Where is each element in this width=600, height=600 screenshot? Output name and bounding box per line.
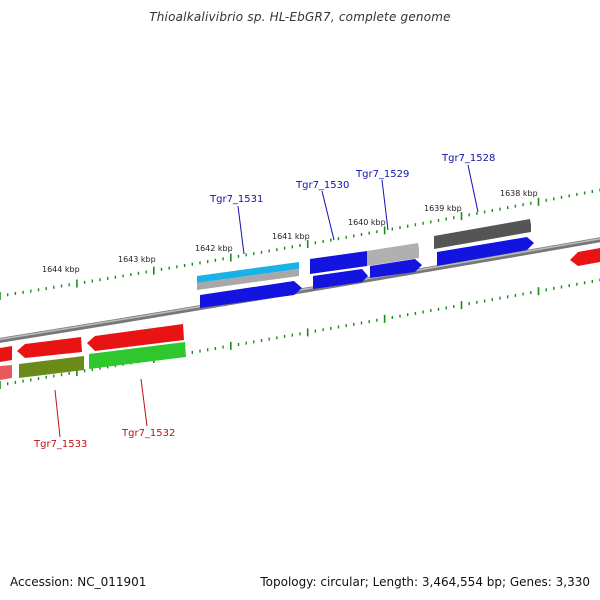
gene-tgr7-1530-cds[interactable]	[313, 269, 368, 289]
scale-label-1642: 1642 kbp	[195, 244, 233, 253]
gene-offscreen-right-red[interactable]	[570, 248, 600, 266]
genome-backbone	[0, 237, 600, 343]
gene-tgr7-1533-red[interactable]	[17, 337, 82, 358]
genome-backbone-highlight	[0, 237, 600, 341]
scale-label-1640: 1640 kbp	[348, 218, 386, 227]
accession-text: Accession: NC_011901	[10, 575, 147, 589]
gene-label-tgr7-1528[interactable]: Tgr7_1528	[441, 153, 495, 164]
scale-label-1639: 1639 kbp	[424, 204, 462, 213]
gene-label-tgr7-1532[interactable]: Tgr7_1532	[121, 428, 175, 439]
gene-tgr7-1529-cds[interactable]	[370, 259, 422, 278]
gene-label-tgr7-1531[interactable]: Tgr7_1531	[209, 194, 263, 205]
gene-label-tgr7-1529[interactable]: Tgr7_1529	[355, 169, 409, 180]
leader-tgr7-1528	[467, 164, 479, 213]
leader-tgr7-1530	[321, 190, 335, 241]
gene-offscreen-left-red[interactable]	[0, 346, 12, 362]
gene-label-tgr7-1530[interactable]: Tgr7_1530	[295, 180, 349, 191]
gene-tgr7-1532-cds[interactable]	[89, 342, 186, 369]
scale-ticks-top	[0, 188, 600, 300]
gene-tgr7-1532-red[interactable]	[87, 324, 184, 351]
leader-tgr7-1533	[54, 389, 61, 438]
gene-offscreen-left-pink[interactable]	[0, 365, 12, 380]
leader-tgr7-1531	[237, 205, 245, 255]
gene-tgr7-1531-cds[interactable]	[200, 281, 302, 308]
genome-info-text: Topology: circular; Length: 3,464,554 bp…	[260, 575, 590, 589]
scale-label-1643: 1643 kbp	[118, 255, 156, 264]
gene-tgr7-1529-grey[interactable]	[367, 243, 419, 266]
gene-tgr7-1528-cds[interactable]	[437, 237, 534, 266]
scale-ticks-bottom	[0, 278, 600, 389]
scale-label-1638: 1638 kbp	[500, 189, 538, 198]
gene-label-tgr7-1533[interactable]: Tgr7_1533	[33, 439, 87, 450]
gene-tgr7-1530-blue[interactable]	[310, 251, 367, 274]
leader-tgr7-1529	[381, 179, 389, 231]
map-title: Thioalkalivibrio sp. HL-EbGR7, complete …	[149, 10, 451, 24]
gene-tgr7-1531-cyan[interactable]	[197, 262, 299, 290]
scale-label-1641: 1641 kbp	[272, 232, 310, 241]
leader-tgr7-1532	[140, 378, 148, 427]
scale-label-1644: 1644 kbp	[42, 265, 80, 274]
gene-tgr7-1528-darkgrey[interactable]	[434, 219, 531, 249]
gene-tgr7-1533-cds[interactable]	[19, 356, 84, 378]
